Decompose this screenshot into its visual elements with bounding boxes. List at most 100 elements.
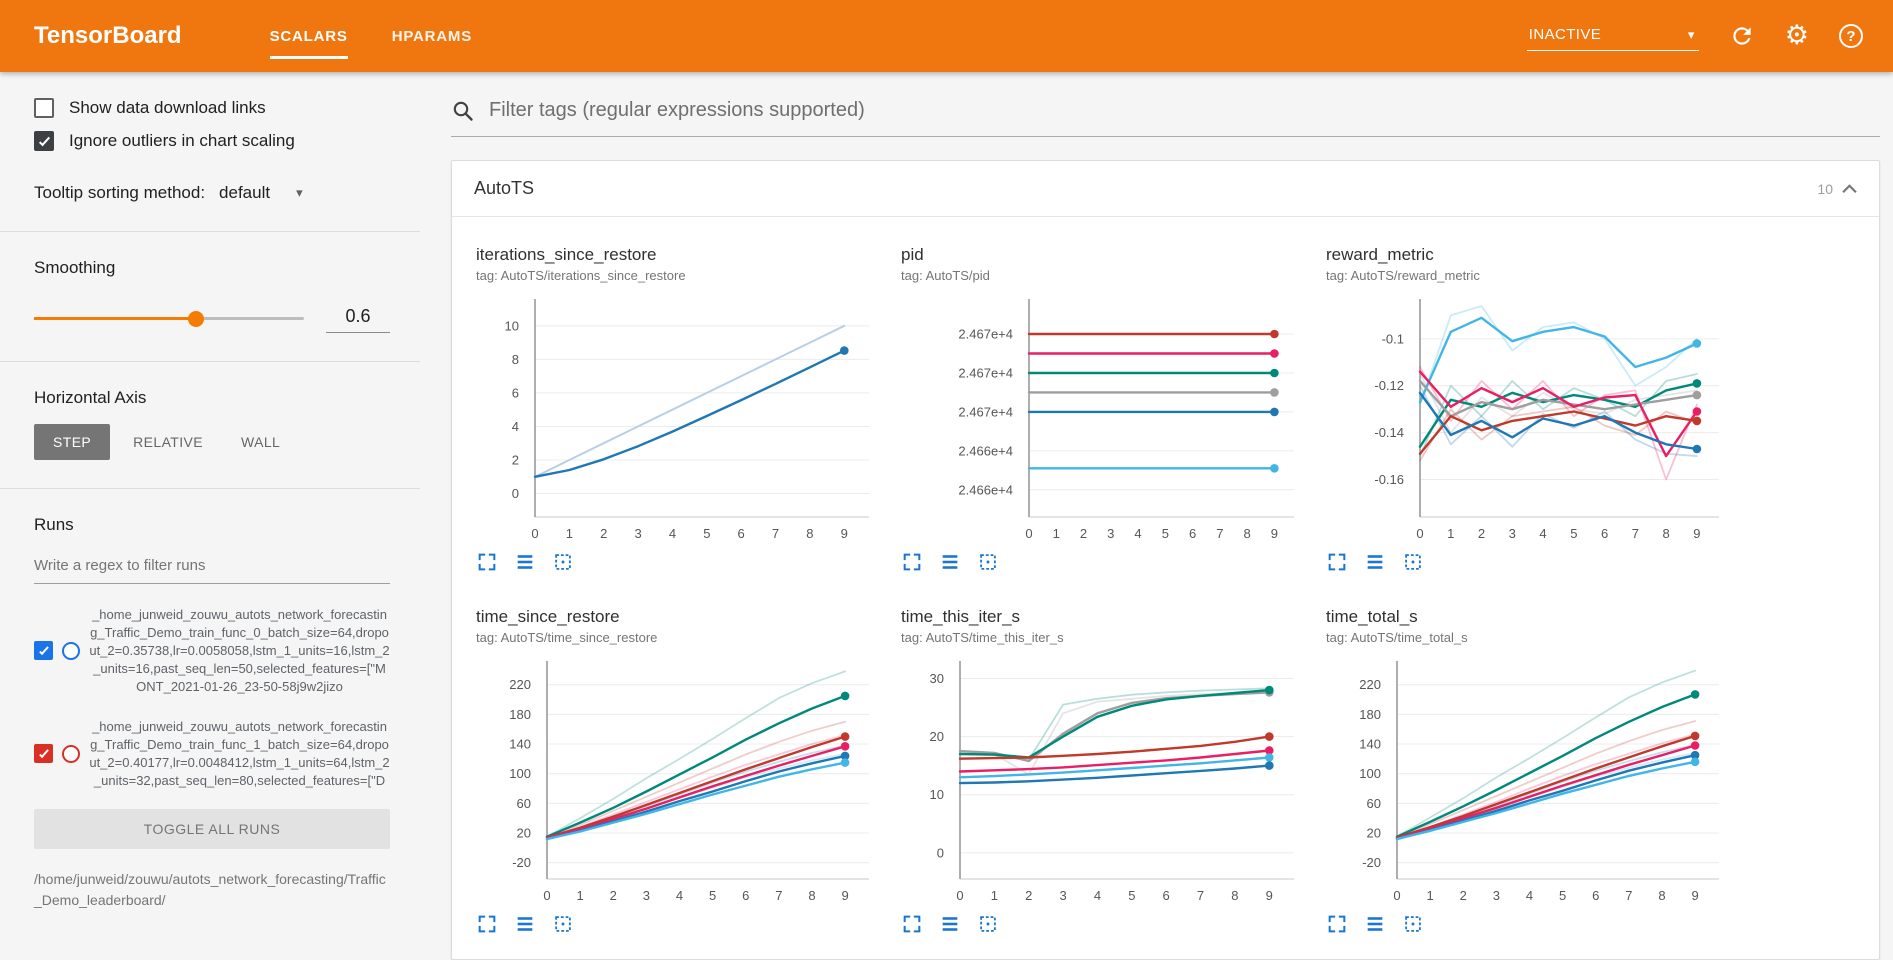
- svg-text:1: 1: [1447, 526, 1454, 541]
- svg-text:100: 100: [1359, 766, 1381, 781]
- tag-filter-input[interactable]: [487, 98, 1880, 123]
- runs-menu-icon[interactable]: [1364, 551, 1386, 573]
- runs-menu-icon[interactable]: [514, 913, 536, 935]
- fit-domain-icon[interactable]: [552, 551, 574, 573]
- svg-text:4: 4: [1134, 526, 1141, 541]
- svg-text:1: 1: [566, 526, 573, 541]
- fit-domain-icon[interactable]: [1402, 551, 1424, 573]
- svg-text:4: 4: [512, 419, 519, 434]
- axis-option-wall[interactable]: WALL: [241, 434, 281, 450]
- svg-text:3: 3: [1493, 888, 1500, 903]
- smoothing-slider[interactable]: [34, 310, 304, 327]
- svg-text:140: 140: [509, 737, 531, 752]
- expand-chart-icon[interactable]: [476, 551, 498, 573]
- svg-text:4: 4: [1094, 888, 1101, 903]
- svg-text:180: 180: [1359, 707, 1381, 722]
- runs-list: _home_junweid_zouwu_autots_network_forec…: [34, 606, 390, 789]
- run-checkbox[interactable]: [34, 744, 53, 764]
- svg-text:6: 6: [738, 526, 745, 541]
- settings-gear-icon[interactable]: ⚙: [1784, 20, 1809, 51]
- runs-menu-icon[interactable]: [514, 551, 536, 573]
- runs-menu-icon[interactable]: [939, 913, 961, 935]
- expand-chart-icon[interactable]: [476, 913, 498, 935]
- chart-title: time_total_s: [1326, 607, 1418, 626]
- svg-text:2: 2: [610, 888, 617, 903]
- chart-title: time_since_restore: [476, 607, 620, 626]
- toggle-all-runs-button[interactable]: TOGGLE ALL RUNS: [34, 809, 390, 850]
- svg-text:3: 3: [1509, 526, 1516, 541]
- expand-chart-icon[interactable]: [1326, 913, 1348, 935]
- tooltip-sorting-dropdown[interactable]: default ▾: [219, 183, 303, 203]
- svg-text:6: 6: [512, 385, 519, 400]
- svg-text:0: 0: [543, 888, 550, 903]
- section-header[interactable]: AutoTS 10: [452, 161, 1879, 217]
- expand-chart-icon[interactable]: [901, 913, 923, 935]
- help-icon[interactable]: ?: [1839, 24, 1863, 48]
- svg-text:180: 180: [509, 707, 531, 722]
- chart-card: reward_metric tag: AutoTS/reward_metric …: [1326, 245, 1731, 573]
- chart-toolbar: [1326, 913, 1731, 935]
- fit-domain-icon[interactable]: [977, 551, 999, 573]
- svg-text:140: 140: [1359, 737, 1381, 752]
- chart-tag: tag: AutoTS/reward_metric: [1326, 268, 1480, 283]
- svg-text:2: 2: [1080, 526, 1087, 541]
- svg-text:2: 2: [1478, 526, 1485, 541]
- line-chart[interactable]: 0 2 4 6 8 10 0 1 2 3 4 5 6 7 8 9: [476, 289, 881, 547]
- smoothing-slider-knob[interactable]: [188, 310, 204, 327]
- line-chart[interactable]: -20 20 60 100 140 180 220 0 1 2 3 4 5 6 7 8 9: [1326, 651, 1731, 909]
- svg-text:-0.12: -0.12: [1374, 378, 1404, 393]
- svg-text:4: 4: [676, 888, 683, 903]
- svg-text:0: 0: [531, 526, 538, 541]
- refresh-icon[interactable]: [1729, 23, 1755, 49]
- chart-tag: tag: AutoTS/time_this_iter_s: [901, 630, 1064, 645]
- check-icon: [39, 748, 49, 759]
- line-chart[interactable]: -20 20 60 100 140 180 220 0 1 2 3 4 5 6 7 8 9: [476, 651, 881, 909]
- show-download-links-checkbox[interactable]: [34, 98, 54, 118]
- ignore-outliers-checkbox[interactable]: [34, 131, 54, 151]
- runs-menu-icon[interactable]: [1364, 913, 1386, 935]
- tab-hparams[interactable]: HPARAMS: [392, 0, 472, 72]
- fit-domain-icon[interactable]: [977, 913, 999, 935]
- main-panel: AutoTS 10 iterations_since_restore tag: …: [420, 72, 1893, 960]
- tab-scalars[interactable]: SCALARS: [269, 0, 348, 72]
- expand-chart-icon[interactable]: [1326, 551, 1348, 573]
- fit-domain-icon[interactable]: [1402, 913, 1424, 935]
- line-chart[interactable]: 0 10 20 30 0 1 2 3 4 5 6 7 8 9: [901, 651, 1306, 909]
- line-chart[interactable]: -0.1 -0.12 -0.14 -0.16 0 1 2 3 4 5 6 7 8 9: [1326, 289, 1731, 547]
- svg-text:7: 7: [1197, 888, 1204, 903]
- chart-card: time_since_restore tag: AutoTS/time_sinc…: [476, 607, 881, 935]
- svg-text:9: 9: [842, 888, 849, 903]
- svg-text:6: 6: [1601, 526, 1608, 541]
- svg-text:60: 60: [1367, 796, 1381, 811]
- axis-option-relative[interactable]: RELATIVE: [133, 434, 204, 450]
- svg-text:1: 1: [1427, 888, 1434, 903]
- smoothing-value[interactable]: 0.6: [326, 304, 390, 333]
- fit-domain-icon[interactable]: [552, 913, 574, 935]
- svg-text:-20: -20: [512, 855, 531, 870]
- svg-text:20: 20: [1367, 826, 1381, 841]
- tab-hparams-label: HPARAMS: [391, 27, 473, 45]
- svg-text:0: 0: [1025, 526, 1032, 541]
- settings-sidebar: Show data download links Ignore outliers…: [0, 72, 420, 911]
- run-checkbox[interactable]: [34, 641, 53, 661]
- expand-chart-icon[interactable]: [901, 551, 923, 573]
- run-radio[interactable]: [62, 744, 80, 763]
- line-chart[interactable]: 2.466e+4 2.466e+4 2.467e+4 2.467e+4 2.467e+4…: [901, 289, 1306, 547]
- svg-text:5: 5: [703, 526, 710, 541]
- run-label: _home_junweid_zouwu_autots_network_forec…: [89, 607, 390, 694]
- section-title: AutoTS: [474, 178, 535, 198]
- tooltip-sorting-label: Tooltip sorting method:: [34, 183, 206, 202]
- run-label: _home_junweid_zouwu_autots_network_forec…: [89, 718, 390, 788]
- svg-text:3: 3: [643, 888, 650, 903]
- runs-filter-input[interactable]: [34, 549, 390, 584]
- search-icon: [453, 101, 473, 121]
- check-icon: [38, 134, 51, 147]
- svg-text:2: 2: [1460, 888, 1467, 903]
- chart-tag: tag: AutoTS/pid: [901, 268, 990, 283]
- status-dropdown[interactable]: INACTIVE ▾: [1526, 21, 1699, 51]
- axis-option-step[interactable]: STEP: [34, 424, 111, 460]
- svg-text:7: 7: [1632, 526, 1639, 541]
- run-radio[interactable]: [62, 641, 80, 660]
- runs-menu-icon[interactable]: [939, 551, 961, 573]
- chevron-up-icon[interactable]: [1842, 183, 1857, 194]
